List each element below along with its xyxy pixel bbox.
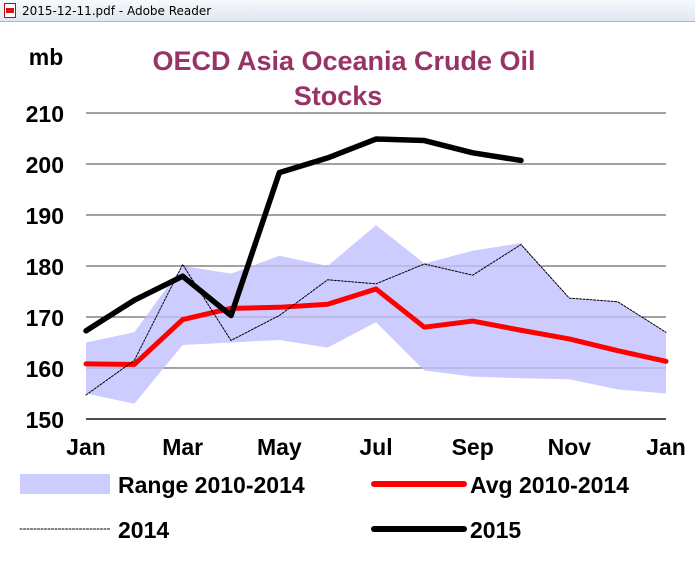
legend-swatch-range-2010-2014 xyxy=(20,474,110,494)
y-tick-label: 200 xyxy=(26,152,64,178)
legend-label-avg-2010-2014: Avg 2010-2014 xyxy=(470,472,629,498)
x-tick-label: Sep xyxy=(452,434,494,460)
window-titlebar: 2015-12-11.pdf - Adobe Reader xyxy=(0,0,695,22)
legend: Range 2010-2014 Avg 2010-2014 2014 2015 xyxy=(19,472,629,543)
chart-title: OECD Asia Oceania Crude Oil Stocks xyxy=(152,46,535,111)
x-tick-label: Jul xyxy=(359,434,392,460)
x-tick-label: Mar xyxy=(162,434,203,460)
y-tick-label: 170 xyxy=(26,305,64,331)
series-line-avg-2010-2014 xyxy=(83,286,669,367)
chart-area: OECD Asia Oceania Crude Oil Stocks mb 15… xyxy=(0,22,695,571)
y-tick-label: 210 xyxy=(26,101,64,127)
x-tick-label: May xyxy=(257,434,302,460)
range-band xyxy=(86,225,666,404)
x-tick-label: Jan xyxy=(646,434,686,460)
series-line-2014 xyxy=(85,244,667,396)
chart-title-line-2: Stocks xyxy=(294,81,383,111)
chart-title-line-1: OECD Asia Oceania Crude Oil xyxy=(152,46,535,76)
window-title: 2015-12-11.pdf - Adobe Reader xyxy=(22,4,212,18)
x-tick-label: Jan xyxy=(66,434,106,460)
y-axis-unit-label: mb xyxy=(29,44,64,70)
y-tick-label: 190 xyxy=(26,203,64,229)
y-tick-label: 150 xyxy=(26,407,64,433)
pdf-file-icon xyxy=(4,3,16,18)
plot-area: 150 160 170 180 190 200 210 Jan Mar May Jul Sep Nov J… xyxy=(26,101,686,460)
legend-label-2015: 2015 xyxy=(470,517,521,543)
y-tick-label: 160 xyxy=(26,356,64,382)
legend-label-2014: 2014 xyxy=(118,517,169,543)
series-line-2015 xyxy=(83,136,524,334)
x-tick-label: Nov xyxy=(548,434,592,460)
legend-label-range-2010-2014: Range 2010-2014 xyxy=(118,472,305,498)
chart-svg: OECD Asia Oceania Crude Oil Stocks mb 15… xyxy=(19,44,686,543)
y-tick-label: 180 xyxy=(26,254,64,280)
